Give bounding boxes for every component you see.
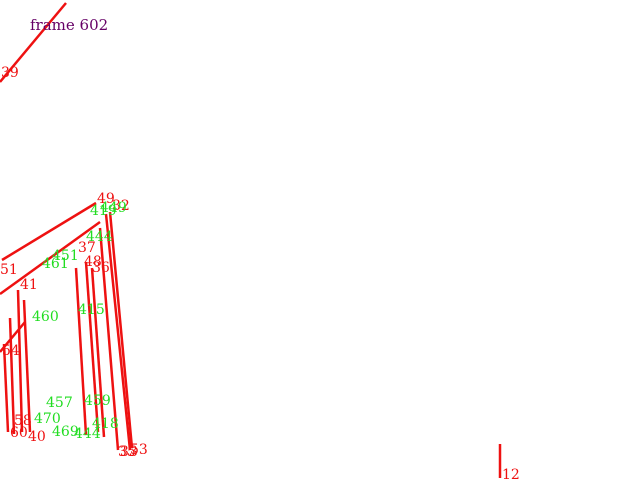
track-id-label: 33 <box>120 444 138 460</box>
track-line <box>74 267 88 436</box>
track-id-label: 49 <box>97 191 115 207</box>
track-id-label: 12 <box>502 467 520 480</box>
track-id-label: 60 <box>10 425 28 441</box>
detection-id-label: 415 <box>78 302 105 318</box>
track-line <box>0 220 101 296</box>
track-line <box>0 321 26 353</box>
track-id-label: 51 <box>0 262 18 278</box>
track-line <box>98 227 120 451</box>
track-line <box>84 261 100 433</box>
detection-id-label: 457 <box>46 395 73 411</box>
frame-counter: frame 602 <box>30 16 109 34</box>
track-line <box>0 2 67 83</box>
detection-id-label: 449 <box>100 200 127 216</box>
track-id-label: 35 <box>118 444 136 460</box>
track-id-label: 37 <box>78 240 96 256</box>
detection-id-label: 461 <box>42 256 69 272</box>
track-line <box>108 211 134 449</box>
detection-id-label: 444 <box>86 229 113 245</box>
detection-id-label: 470 <box>34 411 61 427</box>
track-id-label: 36 <box>92 260 110 276</box>
detection-id-label: 469 <box>52 424 79 440</box>
detection-id-label: 418 <box>92 416 119 432</box>
detection-id-label: 419 <box>90 203 117 219</box>
track-id-label: 39 <box>1 65 19 81</box>
track-id-label: 58 <box>14 413 32 429</box>
track-id-label: 54 <box>2 343 20 359</box>
track-id-label: 40 <box>28 429 46 445</box>
track-line <box>2 343 10 433</box>
track-line <box>90 267 106 438</box>
track-line <box>1 201 97 262</box>
detection-id-label: 460 <box>32 309 59 325</box>
track-id-label: 41 <box>20 277 38 293</box>
track-line <box>16 289 24 433</box>
track-id-label: 32 <box>112 198 130 214</box>
track-line <box>104 213 132 451</box>
track-id-label: 53 <box>130 442 148 458</box>
detection-id-label: 459 <box>84 393 111 409</box>
detection-id-label: 444 <box>74 426 101 442</box>
detection-id-label: 451 <box>52 248 79 264</box>
track-id-label: 48 <box>84 254 102 270</box>
